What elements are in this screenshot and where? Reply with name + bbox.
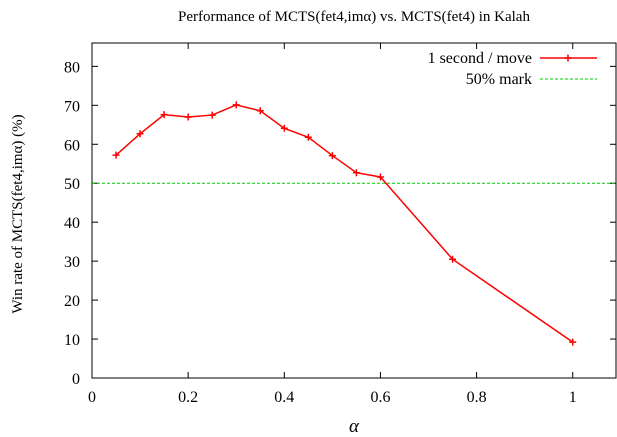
y-tick-label: 40 [64, 215, 80, 232]
y-tick-label: 80 [64, 59, 80, 76]
plot-area [91, 42, 617, 379]
y-tick-label: 20 [64, 293, 80, 310]
y-tick-label: 60 [64, 137, 80, 154]
series-layer [92, 101, 616, 346]
y-tick-label: 10 [64, 332, 80, 349]
data-point [112, 151, 120, 159]
plot-frame [91, 42, 617, 379]
x-axis: 0 0.2 0.4 0.6 0.8 1 [88, 43, 577, 406]
x-tick-label: 0.4 [274, 389, 294, 406]
x-tick-label: 0 [88, 389, 96, 406]
x-tick-label: 1 [569, 389, 577, 406]
data-point [376, 173, 384, 181]
y-tick-label: 50 [64, 176, 80, 193]
legend-marker-series [564, 54, 572, 62]
y-tick-label: 70 [64, 98, 80, 115]
data-point [328, 152, 336, 160]
x-tick-label: 0.6 [370, 389, 390, 406]
x-tick-label: 0.2 [178, 389, 198, 406]
y-tick-label: 0 [72, 371, 80, 388]
y-axis-title: Win rate of MCTS(fet4,imα) (%) [10, 114, 26, 313]
x-tick-label: 0.8 [467, 389, 487, 406]
data-point [184, 113, 192, 121]
chart-title: Performance of MCTS(fet4,imα) vs. MCTS(f… [178, 9, 530, 25]
data-point [136, 130, 144, 138]
legend-label-series: 1 second / move [428, 50, 532, 67]
series-line [115, 104, 574, 343]
data-point [160, 111, 168, 119]
data-point [352, 169, 360, 177]
data-point [280, 124, 288, 132]
y-axis: 0 10 20 30 40 50 60 70 80 [64, 59, 616, 388]
legend-label-50-mark: 50% mark [466, 71, 532, 88]
data-point [256, 107, 264, 115]
legend: 1 second / move 50% mark [428, 50, 597, 88]
data-point [304, 133, 312, 141]
legend-marker-plus [564, 54, 572, 62]
data-point [449, 255, 457, 263]
y-tick-label: 30 [64, 254, 80, 271]
x-axis-title: α [349, 416, 360, 437]
data-point [569, 338, 577, 346]
data-point [208, 111, 216, 119]
data-point [232, 101, 240, 109]
